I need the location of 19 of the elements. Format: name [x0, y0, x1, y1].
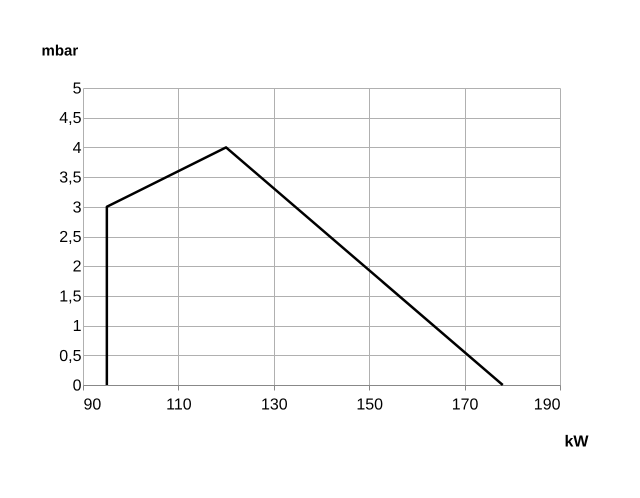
x-tick-label: 130	[260, 396, 288, 414]
x-axis-title: kW	[564, 434, 590, 450]
y-axis-title: mbar	[42, 42, 78, 60]
y-tick-label: 4	[72, 140, 82, 157]
x-tick-label: 190	[534, 396, 561, 414]
y-tick-label: 3,5	[59, 170, 82, 187]
y-tick-label: 1,5	[59, 288, 82, 306]
y-tick-label: 0,5	[59, 348, 82, 365]
y-tick-label: 5	[72, 80, 82, 98]
y-tick-label: 1	[72, 318, 82, 336]
x-tick-label: 150	[356, 396, 384, 414]
x-tick-label: 170	[452, 396, 479, 414]
x-tick-label: 90	[84, 396, 102, 414]
y-tick-label: 0	[72, 378, 82, 394]
y-tick-label: 3	[72, 199, 82, 216]
y-tick-label: 2,5	[59, 229, 82, 246]
y-tick-label: 4,5	[59, 110, 82, 128]
y-tick-label: 2	[72, 258, 82, 276]
x-tick-label: 110	[166, 396, 192, 414]
